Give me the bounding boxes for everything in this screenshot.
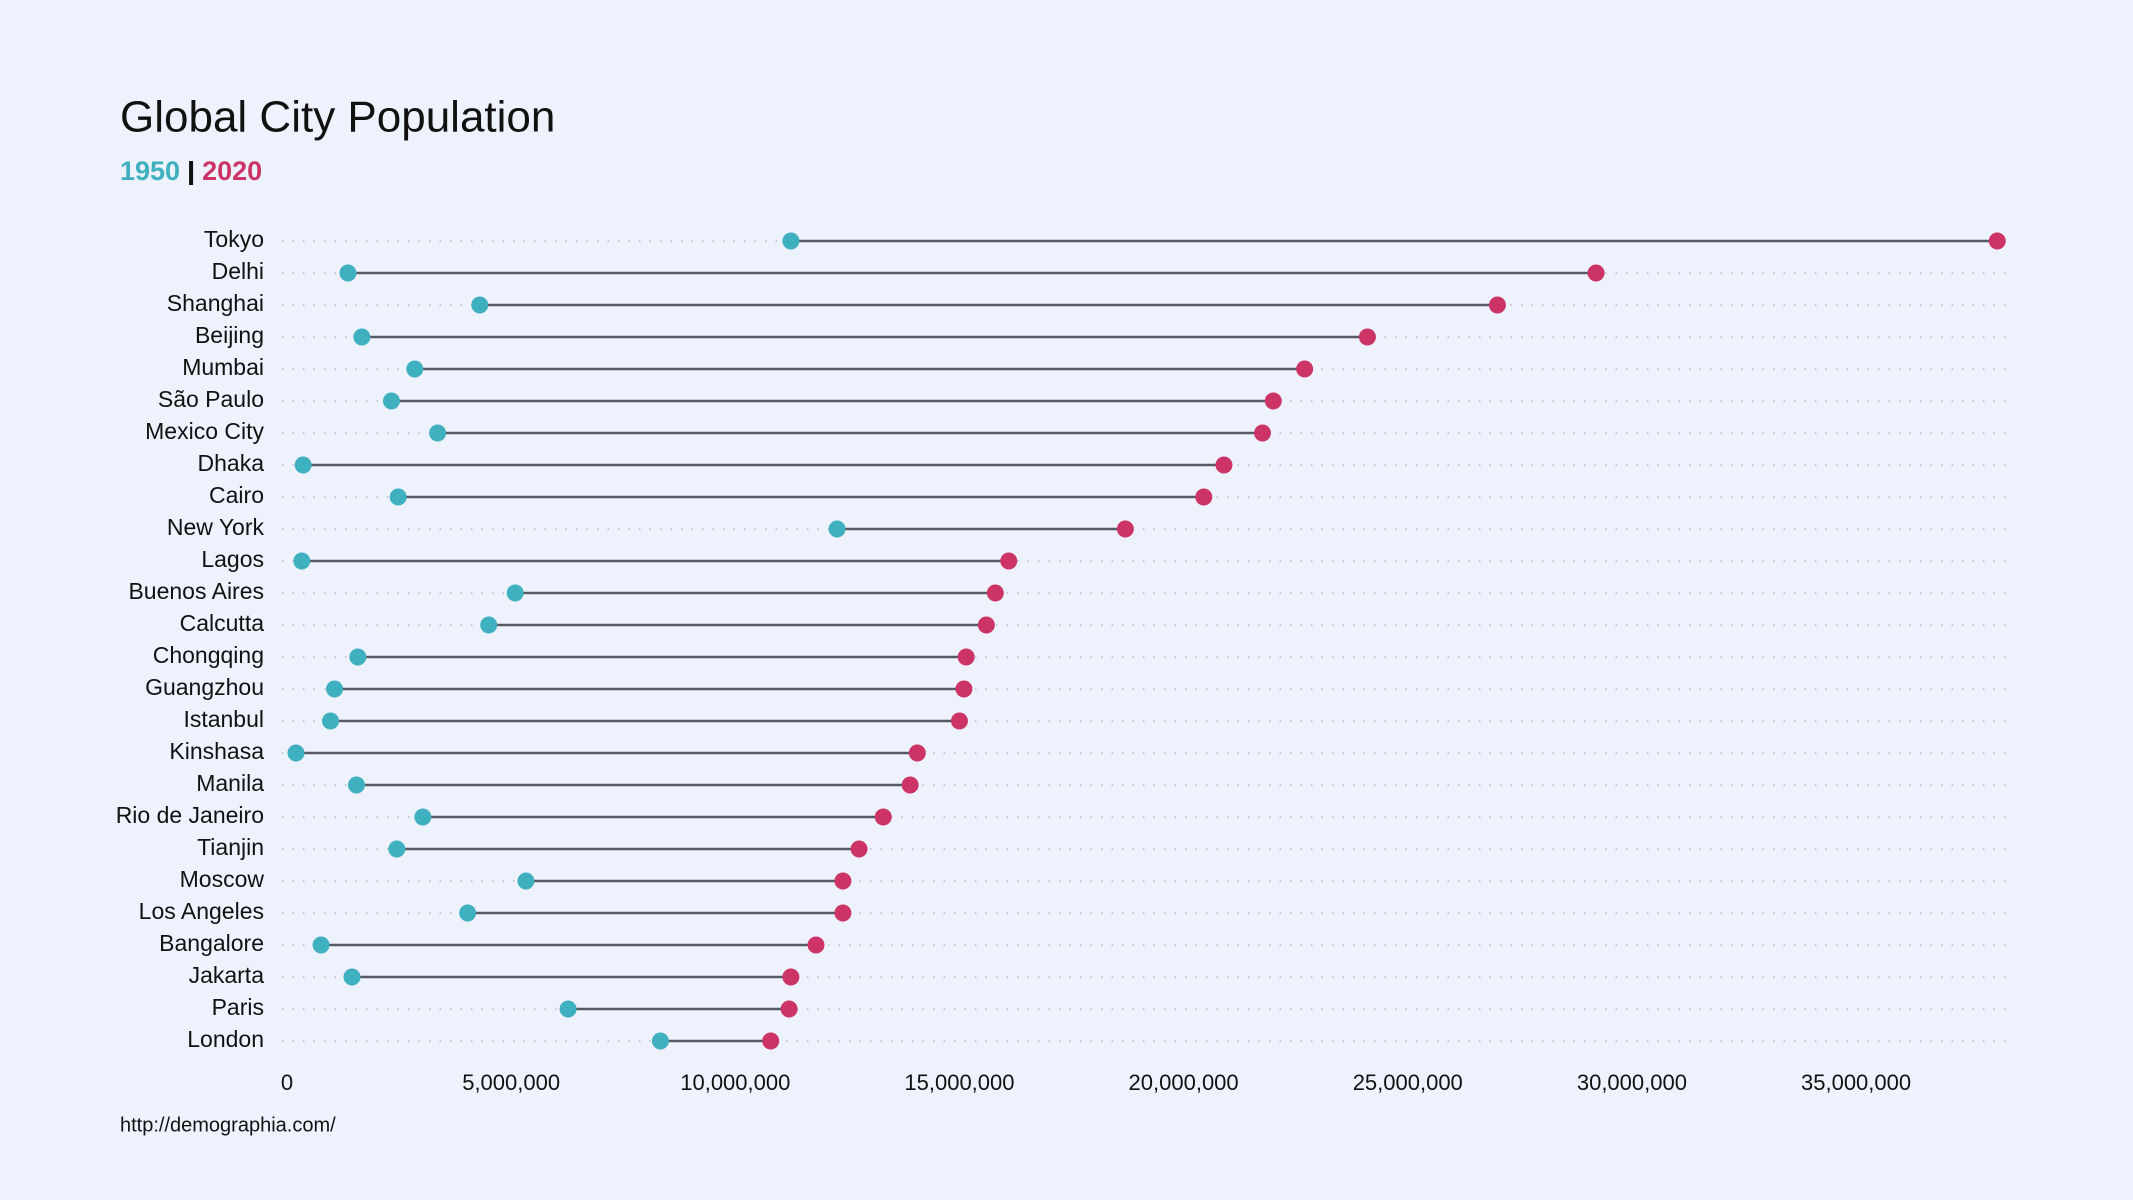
dot (312, 936, 330, 954)
x-tick-label: 35,000,000 (1801, 1070, 1911, 1095)
dot (388, 840, 406, 858)
dot (471, 296, 489, 314)
legend-entry: 2020 (202, 156, 262, 186)
y-tick-label: London (187, 1026, 264, 1052)
dot (287, 744, 305, 762)
x-tick-label: 10,000,000 (680, 1070, 790, 1095)
dot (1988, 232, 2006, 250)
y-tick-label: Guangzhou (145, 674, 264, 700)
dot (901, 776, 919, 794)
dot (834, 904, 852, 922)
dot (1000, 552, 1018, 570)
dot (459, 904, 477, 922)
y-tick-label: Chongqing (153, 642, 264, 668)
dot (406, 360, 424, 378)
dot (321, 712, 339, 730)
dot (1195, 488, 1213, 506)
legend-entry: 1950 (120, 156, 180, 186)
dot (762, 1032, 780, 1050)
y-tick-label: Beijing (195, 322, 264, 348)
y-tick-label: Jakarta (189, 962, 265, 988)
dot (782, 232, 800, 250)
chart-title: Global City Population (120, 93, 555, 142)
y-tick-label: Tokyo (204, 226, 264, 252)
dot (349, 648, 367, 666)
dot (1587, 264, 1605, 282)
dot (559, 1000, 577, 1018)
y-tick-label: Mexico City (145, 418, 264, 444)
y-tick-label: Mumbai (182, 354, 264, 380)
dot (850, 840, 868, 858)
dot (651, 1032, 669, 1050)
dot (293, 552, 311, 570)
y-tick-label: Istanbul (183, 706, 264, 732)
y-tick-label: Dhaka (198, 450, 265, 476)
y-tick-label: Paris (212, 994, 264, 1020)
dot (1488, 296, 1506, 314)
dot (506, 584, 524, 602)
x-tick-label: 30,000,000 (1577, 1070, 1687, 1095)
y-tick-label: Delhi (212, 258, 264, 284)
y-tick-label: Moscow (180, 866, 265, 892)
source-note: http://demographia.com/ (120, 1114, 336, 1136)
x-tick-label: 15,000,000 (904, 1070, 1014, 1095)
dot (834, 872, 852, 890)
dot (977, 616, 995, 634)
x-tick-label: 0 (281, 1070, 293, 1095)
dot (1264, 392, 1282, 410)
x-tick-label: 25,000,000 (1353, 1070, 1463, 1095)
dot (382, 392, 400, 410)
dot (1358, 328, 1376, 346)
dot (480, 616, 498, 634)
dot (353, 328, 371, 346)
y-tick-label: Shanghai (167, 290, 264, 316)
y-tick-label: Kinshasa (169, 738, 264, 764)
y-tick-label: Manila (196, 770, 264, 796)
y-tick-label: Los Angeles (139, 898, 264, 924)
dot (326, 680, 344, 698)
dot (955, 680, 973, 698)
x-tick-label: 5,000,000 (462, 1070, 560, 1095)
dot (957, 648, 975, 666)
dot (339, 264, 357, 282)
dot (1254, 424, 1272, 442)
dot (429, 424, 447, 442)
x-tick-label: 20,000,000 (1129, 1070, 1239, 1095)
dot (780, 1000, 798, 1018)
y-tick-label: New York (167, 514, 265, 540)
y-tick-label: São Paulo (158, 386, 264, 412)
dot (908, 744, 926, 762)
dot (782, 968, 800, 986)
dot (294, 456, 312, 474)
dot (1116, 520, 1134, 538)
dot (828, 520, 846, 538)
y-tick-label: Bangalore (159, 930, 264, 956)
dot (389, 488, 407, 506)
y-tick-label: Cairo (209, 482, 264, 508)
dot (347, 776, 365, 794)
y-tick-label: Lagos (201, 546, 264, 572)
y-tick-label: Calcutta (180, 610, 265, 636)
y-tick-label: Buenos Aires (128, 578, 264, 604)
dot (986, 584, 1004, 602)
dot (1296, 360, 1314, 378)
dot (807, 936, 825, 954)
dot (874, 808, 892, 826)
legend-separator (189, 161, 194, 185)
dot (414, 808, 432, 826)
y-tick-label: Tianjin (197, 834, 264, 860)
dot (517, 872, 535, 890)
y-tick-label: Rio de Janeiro (116, 802, 264, 828)
dot (1215, 456, 1233, 474)
dot (343, 968, 361, 986)
dot (950, 712, 968, 730)
